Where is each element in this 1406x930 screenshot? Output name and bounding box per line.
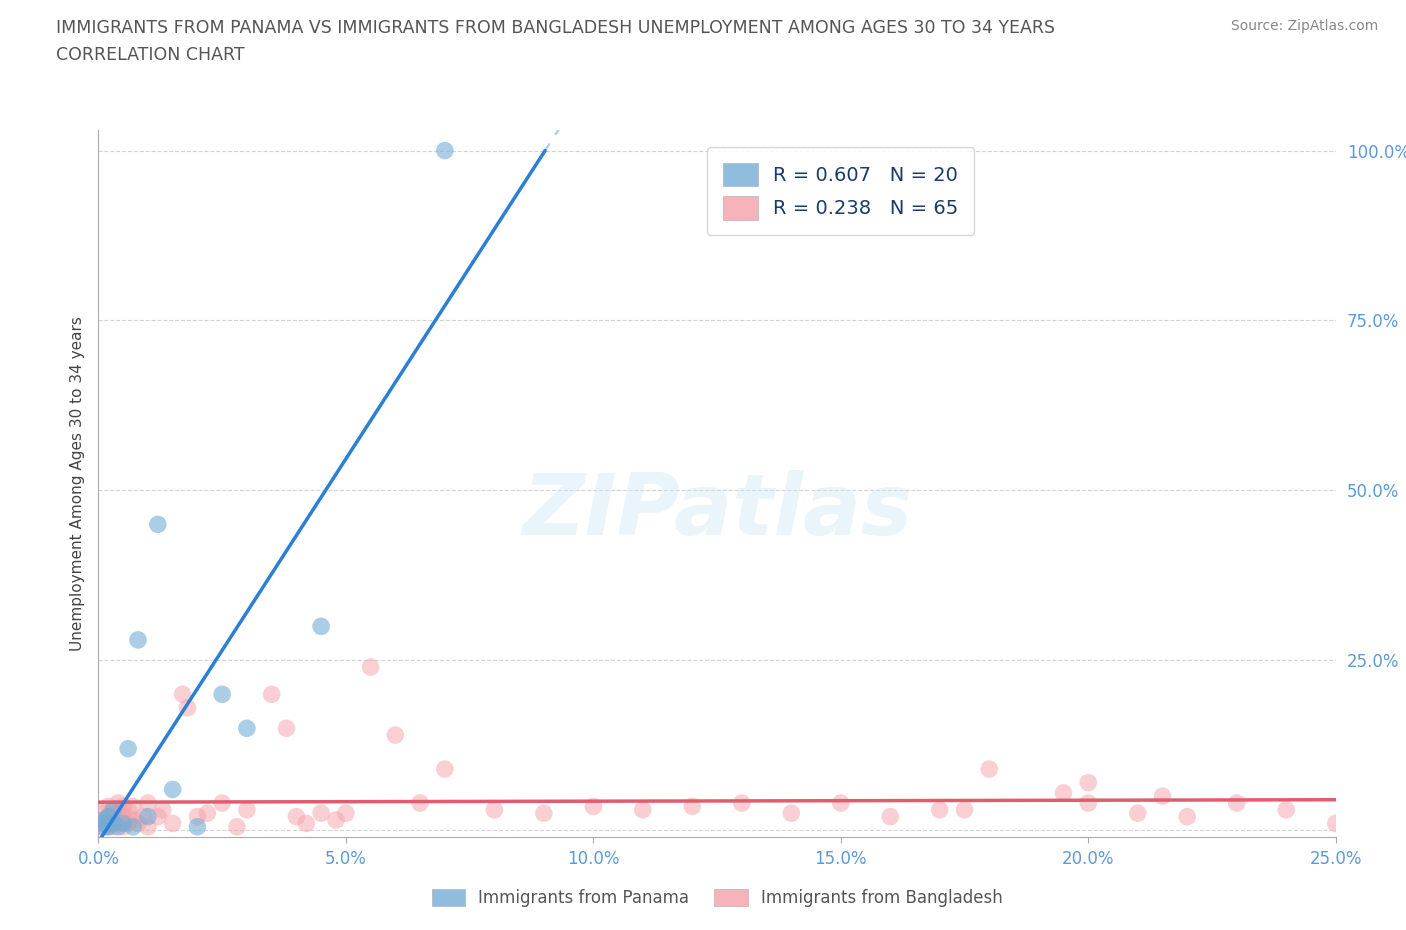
Y-axis label: Unemployment Among Ages 30 to 34 years: Unemployment Among Ages 30 to 34 years xyxy=(70,316,86,651)
Point xyxy=(93,813,115,828)
Point xyxy=(325,813,347,828)
Point xyxy=(484,803,506,817)
Text: CORRELATION CHART: CORRELATION CHART xyxy=(56,46,245,64)
Point xyxy=(93,819,115,834)
Point xyxy=(1126,805,1149,820)
Point xyxy=(103,816,125,830)
Point xyxy=(409,795,432,810)
Point xyxy=(112,809,135,824)
Point xyxy=(226,819,249,834)
Point xyxy=(103,803,125,817)
Point xyxy=(122,819,145,834)
Legend: Immigrants from Panama, Immigrants from Bangladesh: Immigrants from Panama, Immigrants from … xyxy=(425,882,1010,913)
Point xyxy=(103,803,125,817)
Point xyxy=(136,795,159,810)
Point xyxy=(195,805,218,820)
Text: IMMIGRANTS FROM PANAMA VS IMMIGRANTS FROM BANGLADESH UNEMPLOYMENT AMONG AGES 30 : IMMIGRANTS FROM PANAMA VS IMMIGRANTS FRO… xyxy=(56,19,1056,36)
Text: Source: ZipAtlas.com: Source: ZipAtlas.com xyxy=(1230,19,1378,33)
Point xyxy=(731,795,754,810)
Point xyxy=(127,816,149,830)
Point xyxy=(93,803,115,817)
Point xyxy=(136,809,159,824)
Point xyxy=(384,727,406,742)
Point xyxy=(117,741,139,756)
Point xyxy=(186,819,208,834)
Point xyxy=(309,618,332,633)
Point xyxy=(928,803,950,817)
Point xyxy=(953,803,976,817)
Point xyxy=(93,819,115,834)
Point xyxy=(631,803,654,817)
Point xyxy=(433,762,456,777)
Point xyxy=(97,819,120,834)
Point xyxy=(107,795,129,810)
Point xyxy=(1226,795,1249,810)
Point xyxy=(93,816,115,830)
Point xyxy=(1077,795,1099,810)
Point xyxy=(112,799,135,814)
Point xyxy=(103,819,125,834)
Point xyxy=(1324,816,1347,830)
Point xyxy=(117,816,139,830)
Point xyxy=(162,782,184,797)
Point xyxy=(433,143,456,158)
Point xyxy=(260,687,283,702)
Point xyxy=(830,795,852,810)
Point xyxy=(152,803,174,817)
Point xyxy=(112,819,135,834)
Point xyxy=(295,816,318,830)
Point xyxy=(176,700,198,715)
Point xyxy=(97,819,120,834)
Point xyxy=(112,816,135,830)
Point xyxy=(1175,809,1198,824)
Point xyxy=(681,799,703,814)
Point xyxy=(186,809,208,824)
Point xyxy=(162,816,184,830)
Point xyxy=(582,799,605,814)
Point xyxy=(360,659,382,674)
Point xyxy=(211,795,233,810)
Point xyxy=(146,517,169,532)
Point xyxy=(780,805,803,820)
Point xyxy=(117,803,139,817)
Point xyxy=(122,813,145,828)
Point xyxy=(132,809,155,824)
Point xyxy=(979,762,1001,777)
Text: ZIPatlas: ZIPatlas xyxy=(522,471,912,553)
Point xyxy=(93,813,115,828)
Point xyxy=(276,721,298,736)
Point xyxy=(122,799,145,814)
Point xyxy=(103,813,125,828)
Point xyxy=(97,809,120,824)
Point xyxy=(146,809,169,824)
Point xyxy=(533,805,555,820)
Point xyxy=(211,687,233,702)
Point xyxy=(172,687,194,702)
Point xyxy=(107,805,129,820)
Point xyxy=(285,809,308,824)
Point xyxy=(879,809,901,824)
Point xyxy=(236,721,259,736)
Point xyxy=(107,816,129,830)
Point xyxy=(236,803,259,817)
Point xyxy=(1275,803,1298,817)
Point xyxy=(1052,785,1074,800)
Point xyxy=(127,632,149,647)
Point xyxy=(136,819,159,834)
Point xyxy=(335,805,357,820)
Point xyxy=(1152,789,1174,804)
Point xyxy=(97,799,120,814)
Point xyxy=(97,809,120,824)
Point xyxy=(107,819,129,834)
Point xyxy=(309,805,332,820)
Point xyxy=(1077,776,1099,790)
